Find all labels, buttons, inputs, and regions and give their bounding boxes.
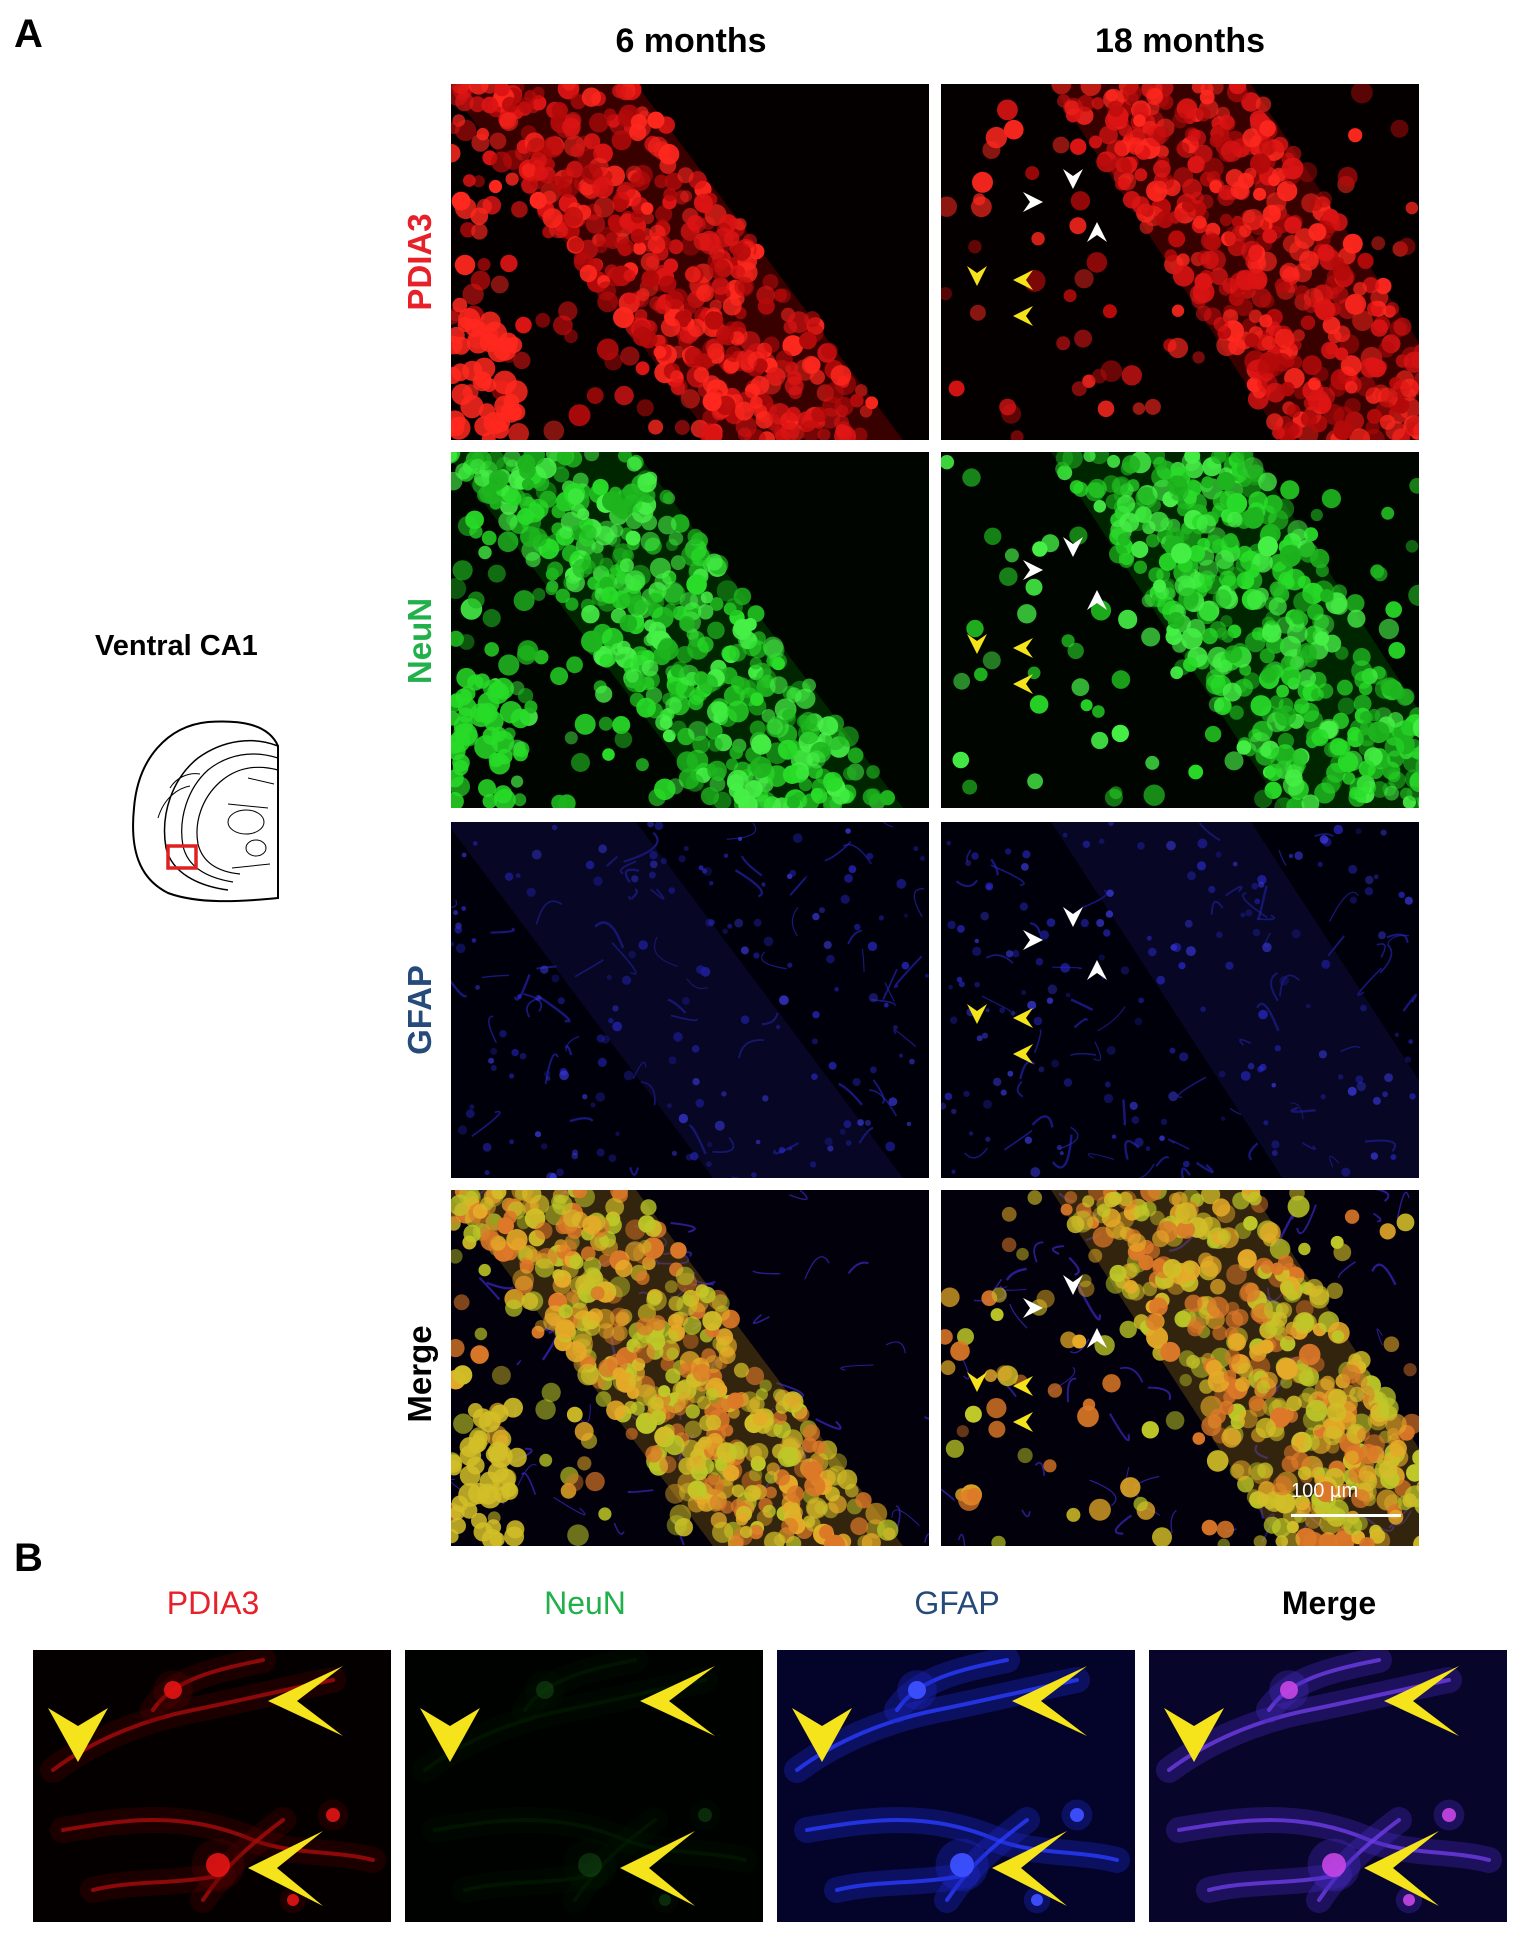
yellow-arrowhead-3	[1013, 1412, 1033, 1432]
image-b-merge	[1149, 1650, 1507, 1922]
b-yellow-arrowhead-left	[420, 1708, 480, 1762]
yellow-arrowhead-1	[967, 1372, 987, 1392]
image-b-gfap	[777, 1650, 1135, 1922]
b-yellow-arrowhead-bottom	[620, 1831, 695, 1906]
image-b-pdia3	[33, 1650, 391, 1922]
yellow-arrowhead-3	[1013, 674, 1033, 694]
yellow-arrowhead-2	[1013, 270, 1033, 290]
yellow-arrowhead-1	[967, 266, 987, 286]
image-pdia3-18mo	[941, 84, 1419, 440]
image-gfap-18mo	[941, 822, 1419, 1178]
image-neun-18mo	[941, 452, 1419, 808]
white-arrowhead-1	[1063, 169, 1083, 189]
yellow-arrowhead-2	[1013, 638, 1033, 658]
image-gfap-6mo	[451, 822, 929, 1178]
yellow-arrowhead-2	[1013, 1376, 1033, 1396]
row-label-pdia3: PDIA3	[401, 213, 438, 311]
b-yellow-arrowhead-top-right	[268, 1666, 343, 1736]
white-arrowhead-2	[1023, 192, 1043, 212]
b-yellow-arrowhead-top-right	[1384, 1666, 1459, 1736]
b-yellow-arrowhead-top-right	[640, 1666, 715, 1736]
white-arrowhead-2	[1023, 930, 1043, 950]
white-arrowhead-3	[1087, 222, 1107, 242]
brain-atlas-schematic	[132, 720, 279, 903]
b-title-gfap: GFAP	[914, 1585, 1000, 1621]
b-title-pdia3: PDIA3	[166, 1585, 260, 1621]
b-yellow-arrowhead-left	[792, 1708, 852, 1762]
b-title-neun: NeuN	[544, 1585, 626, 1621]
yellow-arrowhead-3	[1013, 1044, 1033, 1064]
image-neun-6mo	[451, 452, 929, 808]
scale-bar	[1291, 1514, 1401, 1517]
b-yellow-arrowhead-top-right	[1012, 1666, 1087, 1736]
region-label: Ventral CA1	[95, 630, 258, 662]
row-label-gfap: GFAP	[401, 965, 438, 1055]
yellow-arrowhead-2	[1013, 1008, 1033, 1028]
white-arrowhead-3	[1087, 960, 1107, 980]
yellow-arrowhead-1	[967, 1004, 987, 1024]
column-title-6-months: 6 months	[615, 22, 767, 60]
b-title-merge: Merge	[1281, 1585, 1377, 1621]
scale-bar-label: 100 µm	[1291, 1480, 1359, 1502]
white-arrowhead-1	[1063, 537, 1083, 557]
white-arrowhead-1	[1063, 907, 1083, 927]
atlas-roi-box	[166, 844, 198, 870]
row-label-neun: NeuN	[401, 597, 438, 685]
row-label-merge: Merge	[401, 1325, 438, 1423]
image-b-neun	[405, 1650, 763, 1922]
b-yellow-arrowhead-left	[48, 1708, 108, 1762]
b-yellow-arrowhead-bottom	[992, 1831, 1067, 1906]
image-merge-6mo	[451, 1190, 929, 1546]
b-yellow-arrowhead-left	[1164, 1708, 1224, 1762]
b-yellow-arrowhead-bottom	[1364, 1831, 1439, 1906]
yellow-arrowhead-3	[1013, 306, 1033, 326]
panel-b-letter: B	[14, 1536, 43, 1580]
panel-a-letter: A	[14, 12, 43, 56]
yellow-arrowhead-1	[967, 634, 987, 654]
image-merge-18mo: 100 µm	[941, 1190, 1419, 1546]
image-pdia3-6mo	[451, 84, 929, 440]
white-arrowhead-3	[1087, 1328, 1107, 1348]
white-arrowhead-2	[1023, 560, 1043, 580]
white-arrowhead-1	[1063, 1275, 1083, 1295]
white-arrowhead-2	[1023, 1298, 1043, 1318]
white-arrowhead-3	[1087, 590, 1107, 610]
column-title-18-months: 18 months	[1094, 22, 1266, 60]
b-yellow-arrowhead-bottom	[248, 1831, 323, 1906]
